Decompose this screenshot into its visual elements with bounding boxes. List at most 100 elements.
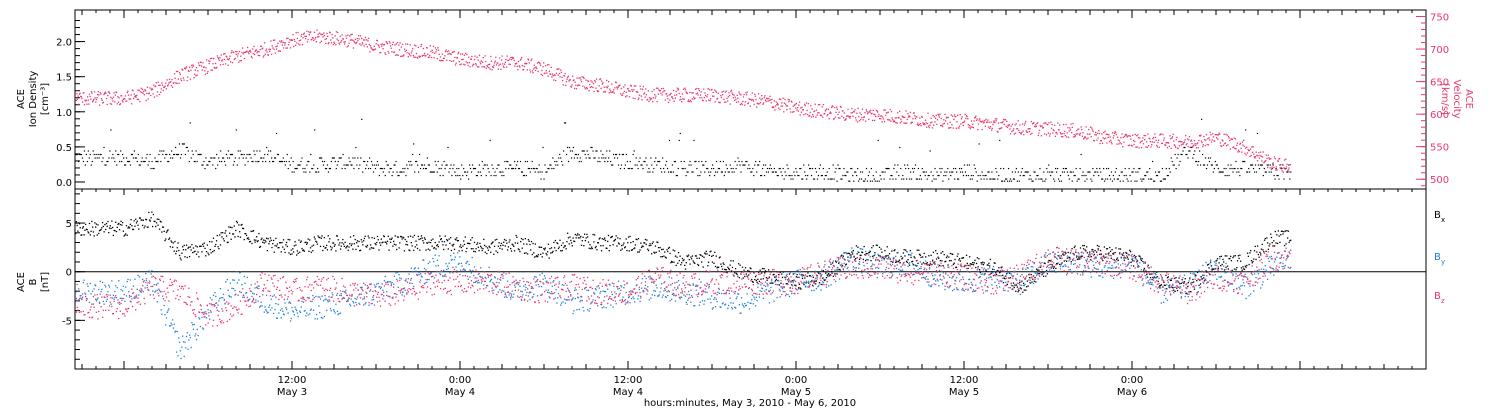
velocity-point — [934, 121, 935, 122]
velocity-point — [1280, 167, 1281, 168]
bx-point — [275, 238, 276, 239]
density-point — [219, 161, 220, 162]
velocity-point — [398, 44, 399, 45]
velocity-point — [947, 123, 948, 124]
density-point — [227, 157, 228, 158]
velocity-point — [532, 72, 533, 73]
velocity-point — [1205, 145, 1206, 146]
bx-point — [94, 222, 95, 223]
velocity-point — [866, 111, 867, 112]
bx-point — [93, 235, 94, 236]
velocity-point — [797, 107, 798, 108]
bx-point — [214, 246, 215, 247]
bx-point — [886, 255, 887, 256]
velocity-point — [529, 69, 530, 70]
velocity-point — [695, 89, 696, 90]
velocity-point — [1119, 140, 1120, 141]
velocity-point — [1130, 138, 1131, 139]
velocity-point — [159, 94, 160, 95]
velocity-point — [1269, 159, 1270, 160]
density-point — [608, 157, 609, 158]
velocity-point — [1203, 136, 1204, 137]
velocity-point — [595, 81, 596, 82]
bx-point — [586, 237, 587, 238]
bx-point — [657, 242, 658, 243]
bx-point — [174, 251, 175, 252]
velocity-point — [706, 96, 707, 97]
density-point — [302, 168, 303, 169]
velocity-point — [1012, 130, 1013, 131]
density-point — [1055, 168, 1056, 169]
velocity-point — [96, 97, 97, 98]
velocity-point — [256, 52, 257, 53]
density-point — [1257, 133, 1258, 134]
velocity-point — [737, 95, 738, 96]
bx-point — [509, 239, 510, 240]
density-point — [369, 157, 370, 158]
density-point — [816, 171, 817, 172]
bx-point — [863, 246, 864, 247]
bx-point — [247, 237, 248, 238]
density-point — [263, 157, 264, 158]
density-point — [221, 161, 222, 162]
density-point — [1105, 178, 1106, 179]
density-point — [755, 161, 756, 162]
velocity-point — [906, 122, 907, 123]
density-point — [534, 168, 535, 169]
velocity-point — [255, 51, 256, 52]
velocity-point — [299, 40, 300, 41]
bx-point — [322, 250, 323, 251]
velocity-point — [200, 62, 201, 63]
velocity-point — [830, 112, 831, 113]
bx-point — [682, 258, 683, 259]
density-point — [541, 178, 542, 179]
density-point — [447, 147, 448, 148]
velocity-point — [457, 53, 458, 54]
velocity-point — [839, 112, 840, 113]
bx-point — [268, 243, 269, 244]
density-point — [1089, 171, 1090, 172]
bx-point — [636, 239, 637, 240]
velocity-point — [741, 103, 742, 104]
density-point — [385, 175, 386, 176]
velocity-point — [526, 63, 527, 64]
velocity-point — [1135, 134, 1136, 135]
velocity-point — [953, 127, 954, 128]
velocity-point — [375, 48, 376, 49]
velocity-point — [1212, 139, 1213, 140]
density-point — [878, 140, 879, 141]
bx-point — [713, 263, 714, 264]
density-point — [382, 168, 383, 169]
velocity-point — [1144, 139, 1145, 140]
velocity-point — [1108, 137, 1109, 138]
velocity-point — [1205, 140, 1206, 141]
velocity-point — [943, 119, 944, 120]
bx-point — [350, 236, 351, 237]
density-point — [791, 175, 792, 176]
velocity-point — [721, 92, 722, 93]
density-point — [1184, 147, 1185, 148]
velocity-point — [346, 38, 347, 39]
velocity-point — [697, 94, 698, 95]
velocity-point — [607, 85, 608, 86]
velocity-point — [765, 100, 766, 101]
velocity-point — [675, 98, 676, 99]
velocity-point — [202, 70, 203, 71]
bx-point — [719, 256, 720, 257]
velocity-point — [973, 120, 974, 121]
velocity-point — [547, 64, 548, 65]
bx-point — [545, 253, 546, 254]
density-point — [414, 171, 415, 172]
velocity-point — [1098, 130, 1099, 131]
velocity-point — [967, 118, 968, 119]
density-point — [434, 171, 435, 172]
velocity-point — [1273, 162, 1274, 163]
bx-point — [310, 247, 311, 248]
velocity-point — [527, 69, 528, 70]
velocity-point — [554, 75, 555, 76]
density-point — [359, 164, 360, 165]
velocity-point — [945, 120, 946, 121]
density-point — [370, 168, 371, 169]
bx-point — [442, 244, 443, 245]
bx-point — [816, 280, 817, 281]
